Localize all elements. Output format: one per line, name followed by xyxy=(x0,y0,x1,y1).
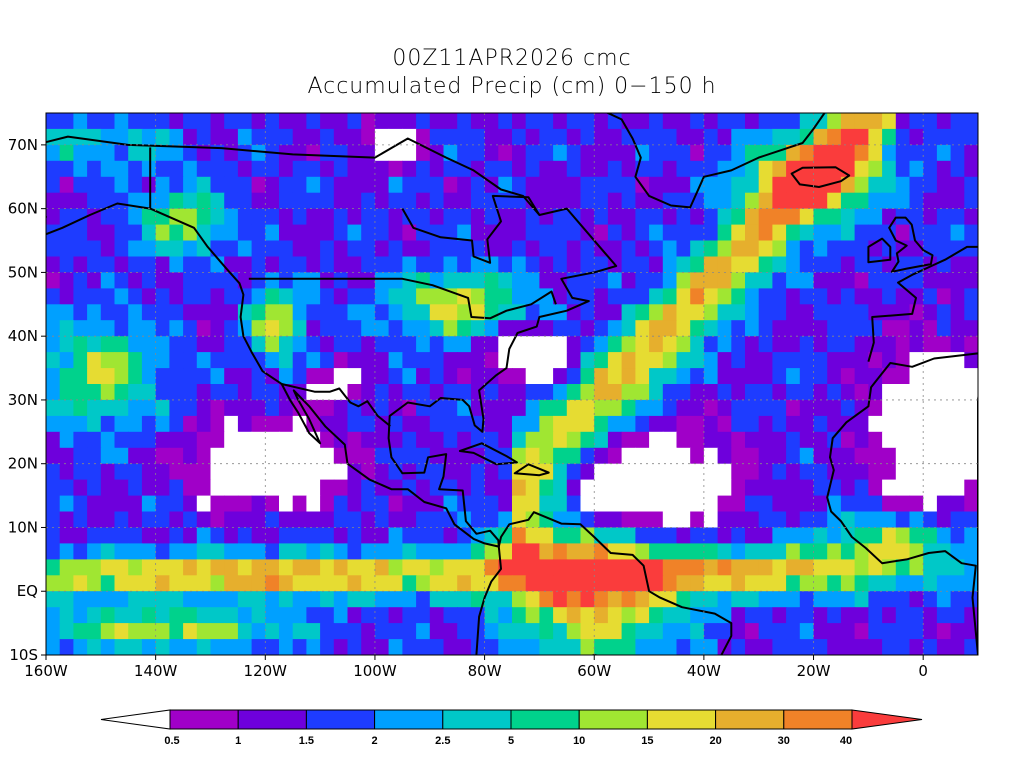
plot-frame xyxy=(45,112,979,656)
y-tick-label: 50N xyxy=(8,263,38,281)
colorbar-swatch xyxy=(715,709,785,730)
x-tick-label: 60W xyxy=(577,662,611,680)
y-tick-label: 10N xyxy=(8,518,38,536)
iceland-coast xyxy=(790,166,851,188)
europe-coast xyxy=(867,245,978,362)
colorbar-level-label: 10 xyxy=(573,735,585,747)
x-tick-label: 100W xyxy=(353,662,397,680)
y-axis: 10S EQ 10N 20N 30N 40N 50N 60N 70N xyxy=(8,136,46,664)
colorbar: 0.5 1 1.5 2 2.5 5 10 15 20 30 40 xyxy=(100,709,923,747)
x-tick-label: 160W xyxy=(24,662,68,680)
colorbar-swatch xyxy=(169,709,239,730)
colorbar-level-label: 40 xyxy=(840,735,852,747)
colorbar-swatch xyxy=(305,709,376,730)
y-tick-label: 20N xyxy=(8,455,38,473)
hispaniola-coast xyxy=(513,463,550,477)
colorbar-level-label: 5 xyxy=(508,735,514,747)
africa-coast xyxy=(826,352,978,655)
cuba-coast xyxy=(458,442,518,466)
x-tick-label: 0 xyxy=(918,662,928,680)
precip-field xyxy=(46,113,978,655)
y-tick-label: 40N xyxy=(8,327,38,345)
colorbar-level-label: 1 xyxy=(235,735,241,747)
colorbar-level-label: 15 xyxy=(641,735,653,747)
map-title: 00Z11APR2026 cmc xyxy=(392,46,632,71)
great-britain-coast xyxy=(888,216,934,273)
y-tick-label: 30N xyxy=(8,391,38,409)
colorbar-level-label: 1.5 xyxy=(299,735,314,747)
colorbar-swatch xyxy=(646,709,717,730)
x-tick-label: 40W xyxy=(687,662,721,680)
north-america-coast xyxy=(46,135,618,548)
colorbar-under-arrow xyxy=(100,709,171,730)
colorbar-swatch xyxy=(510,709,580,730)
colorbar-level-label: 2 xyxy=(372,735,378,747)
south-america-coast xyxy=(475,511,733,655)
y-tick-label: 70N xyxy=(8,136,38,154)
x-tick-label: 120W xyxy=(244,662,288,680)
x-tick-label: 80W xyxy=(468,662,502,680)
colorbar-level-label: 20 xyxy=(709,735,721,747)
gridlines xyxy=(46,113,978,655)
colorbar-swatch xyxy=(783,709,853,730)
x-axis: 160W 140W 120W 100W 80W 60W 40W 20W 0 xyxy=(24,655,928,680)
ireland-coast xyxy=(867,237,892,264)
y-tick-label: EQ xyxy=(17,582,38,600)
greenland-coast xyxy=(605,113,826,209)
coastlines xyxy=(46,113,978,655)
y-tick-label: 60N xyxy=(8,200,38,218)
colorbar-level-label: 0.5 xyxy=(164,735,179,747)
colorbar-swatch xyxy=(442,709,512,730)
y-tick-label: 10S xyxy=(9,646,38,664)
hudson-bay-coast xyxy=(401,194,541,264)
colorbar-level-label: 2.5 xyxy=(435,735,450,747)
us-canada-border xyxy=(248,277,557,320)
colorbar-over-arrow xyxy=(851,709,923,730)
x-tick-label: 140W xyxy=(134,662,178,680)
colorbar-level-label: 30 xyxy=(778,735,790,747)
us-mexico-border xyxy=(281,383,391,427)
x-tick-label: 20W xyxy=(797,662,831,680)
colorbar-swatch xyxy=(374,709,444,730)
colorbar-swatch xyxy=(578,709,648,730)
colorbar-swatch xyxy=(237,709,307,730)
map-subtitle: Accumulated Precip (cm) 0−150 h xyxy=(307,74,717,99)
